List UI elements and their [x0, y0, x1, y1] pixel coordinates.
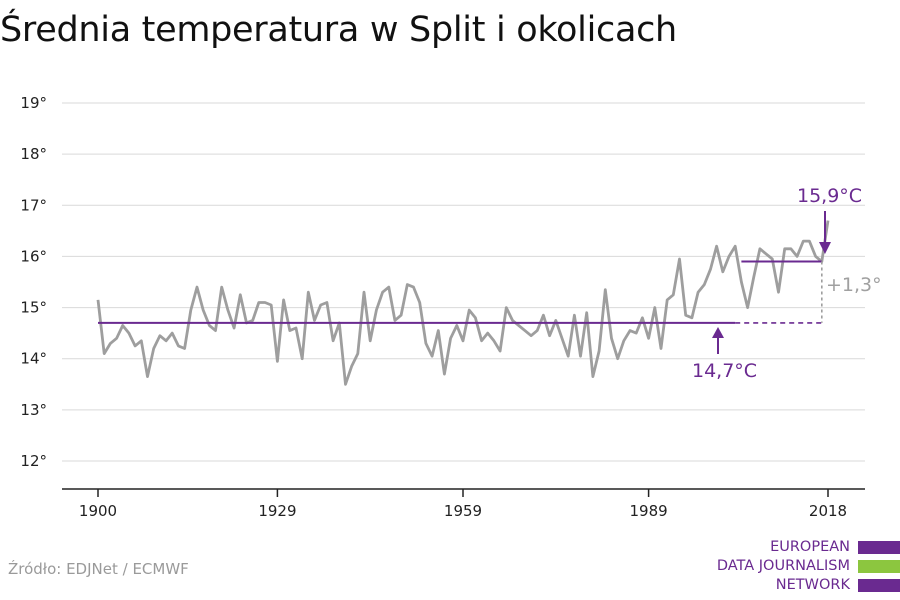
- x-tick-label: 2018: [809, 502, 847, 520]
- average-label-low: 14,7°C: [692, 360, 757, 382]
- difference-label: +1,3°: [826, 274, 882, 296]
- arrow-head-high: [819, 242, 831, 254]
- y-tick-label: 18°: [20, 145, 47, 163]
- logo-line-3: NETWORK: [775, 577, 850, 593]
- chart-title: Średnia temperatura w Split i okolicach: [0, 10, 677, 50]
- x-tick-label: 1989: [629, 502, 667, 520]
- arrow-head-low: [712, 327, 724, 338]
- logo-bar-3: [858, 579, 900, 592]
- edjnet-logo: EUROPEAN DATA JOURNALISM NETWORK: [700, 538, 900, 598]
- y-tick-label: 16°: [20, 247, 47, 265]
- x-tick-label: 1900: [79, 502, 117, 520]
- temperature-series-line: [96, 220, 830, 386]
- logo-bar-2: [858, 560, 900, 573]
- x-tick-label: 1959: [444, 502, 482, 520]
- y-tick-label: 15°: [20, 299, 47, 317]
- y-tick-label: 19°: [20, 94, 47, 112]
- x-tick-label: 1929: [258, 502, 296, 520]
- y-tick-label: 17°: [20, 196, 47, 214]
- average-label-high: 15,9°C: [797, 185, 862, 207]
- logo-bar-1: [858, 541, 900, 554]
- y-tick-label: 13°: [20, 401, 47, 419]
- source-note: Źródło: EDJNet / ECMWF: [8, 560, 189, 578]
- y-tick-label: 14°: [20, 350, 47, 368]
- y-tick-label: 12°: [20, 452, 47, 470]
- logo-line-1: EUROPEAN: [770, 539, 850, 555]
- logo-line-2: DATA JOURNALISM: [716, 558, 850, 574]
